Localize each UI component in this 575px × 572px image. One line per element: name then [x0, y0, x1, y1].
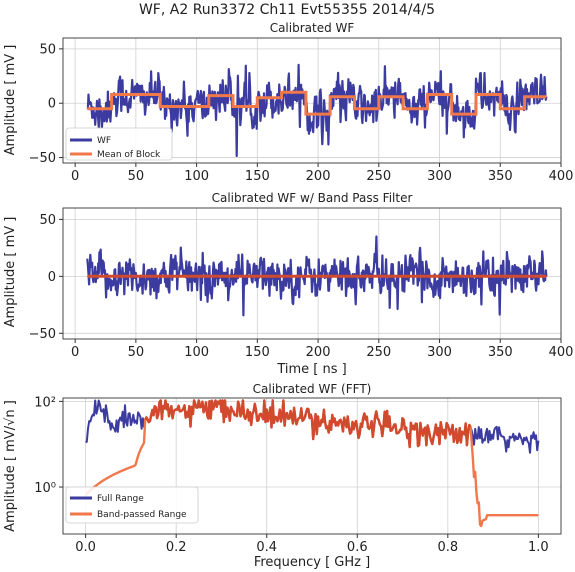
panel1-ytick-label: 0: [48, 97, 56, 112]
legend-label-band-passed-range: Band-passed Range: [97, 510, 187, 520]
panel2-xtick-label: 200: [306, 345, 331, 360]
panel1-title: Calibrated WF: [270, 21, 355, 35]
panel2-ytick-label: 0: [48, 270, 56, 285]
panel3-ylabel: Amplitude [ mV/√n ]: [3, 400, 18, 532]
panel3-title: Calibrated WF (FFT): [253, 382, 372, 396]
panel3-band-passed-overlap-line: [144, 399, 472, 449]
panel1-xtick-label: 300: [427, 169, 452, 184]
panel3-axes-frame: [62, 397, 562, 535]
panel1-xtick-label: 0: [71, 169, 79, 184]
panel2-ytick-label: −50: [29, 327, 56, 342]
panel1-series: [86, 63, 548, 158]
panel2-xtick-label: 0: [71, 345, 79, 360]
panel1-ytick-label: 50: [39, 42, 56, 57]
panel2-axes-frame: [62, 207, 562, 340]
panel2-xtick-label: 350: [488, 345, 513, 360]
panel-bandpass-wf: Calibrated WF w/ Band Pass Filter 0 50 100…: [3, 191, 573, 377]
panel3-ytick-label: 10²: [34, 395, 56, 410]
panel2-ticks: 0 50 100 150 200 250 300 350 400 −50 0 50: [29, 213, 574, 360]
panel1-xtick-label: 350: [488, 169, 513, 184]
panel1-xtick-label: 150: [245, 169, 270, 184]
legend-label-full-range: Full Range: [97, 494, 144, 504]
panel1-ylabel: Amplitude [ mV ]: [3, 45, 18, 156]
panel1-ticks: 0 50 100 150 200 250 300 350 400 −50 0 50: [29, 42, 574, 184]
panel1-xtick-label: 200: [306, 169, 331, 184]
panel3-legend: Full Range Band-passed Range: [65, 486, 199, 524]
panel-calibrated-wf: Calibrated WF 0 50 100 150 200 250 300 350 400 −5…: [3, 21, 573, 184]
panel3-xtick-label: 0.2: [166, 540, 187, 555]
panel3-xlabel: Frequency [ GHz ]: [254, 555, 370, 570]
panel2-xtick-label: 250: [366, 345, 391, 360]
panel2-xtick-label: 50: [128, 345, 145, 360]
panel1-wf-line: [86, 63, 548, 158]
panel1-xtick-label: 400: [549, 169, 574, 184]
panel1-legend-box: [65, 127, 173, 161]
panel1-ytick-label: −50: [29, 151, 56, 166]
panel2-xtick-label: 100: [184, 345, 209, 360]
panel1-xtick-label: 250: [366, 169, 391, 184]
legend-label-wf: WF: [97, 136, 111, 146]
panel3-xtick-label: 0.4: [256, 540, 277, 555]
panel2-title: Calibrated WF w/ Band Pass Filter: [212, 191, 413, 205]
panel3-series: [84, 399, 540, 528]
panel3-ytick-label: 10⁰: [34, 481, 56, 496]
panel1-axes-frame: [62, 37, 562, 164]
panel3-ticks: 0.0 0.2 0.4 0.6 0.8 1.0 10⁰ 10²: [34, 395, 548, 555]
panel-fft: Calibrated WF (FFT) 0.0 0.2 0.4 0.6 0.8 1.0 10…: [3, 382, 562, 570]
panel2-ytick-label: 50: [39, 213, 56, 228]
panel2-ylabel: Amplitude [ mV ]: [3, 217, 18, 328]
panel1-legend: WF Mean of Block: [65, 127, 173, 161]
panel3-xtick-label: 0.6: [347, 540, 368, 555]
panel1-xtick-label: 100: [184, 169, 209, 184]
panel1-xtick-label: 50: [128, 169, 145, 184]
panel1-mean-of-block-line: [87, 90, 547, 116]
panel3-xtick-label: 0.8: [437, 540, 458, 555]
legend-label-mean-of-block: Mean of Block: [97, 150, 161, 160]
panel2-series: [86, 235, 548, 317]
panel2-xtick-label: 400: [549, 345, 574, 360]
figure-suptitle: WF, A2 Run3372 Ch11 Evt55355 2014/4/5: [139, 2, 435, 18]
panel3-xtick-label: 1.0: [528, 540, 549, 555]
panel2-xlabel: Time [ ns ]: [276, 362, 346, 377]
panel3-legend-box: [65, 486, 199, 524]
panel2-xtick-label: 150: [245, 345, 270, 360]
panel2-xtick-label: 300: [427, 345, 452, 360]
panel3-xtick-label: 0.0: [75, 540, 96, 555]
